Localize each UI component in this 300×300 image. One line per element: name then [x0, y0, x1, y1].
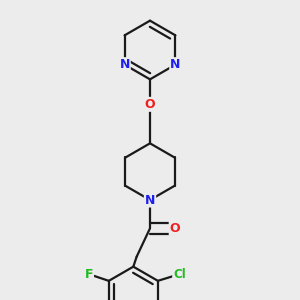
Text: N: N — [119, 58, 130, 71]
Text: Cl: Cl — [173, 268, 186, 281]
Text: N: N — [170, 58, 181, 71]
Text: N: N — [145, 194, 155, 206]
Text: O: O — [145, 98, 155, 111]
Text: F: F — [85, 268, 93, 281]
Text: O: O — [170, 222, 180, 235]
